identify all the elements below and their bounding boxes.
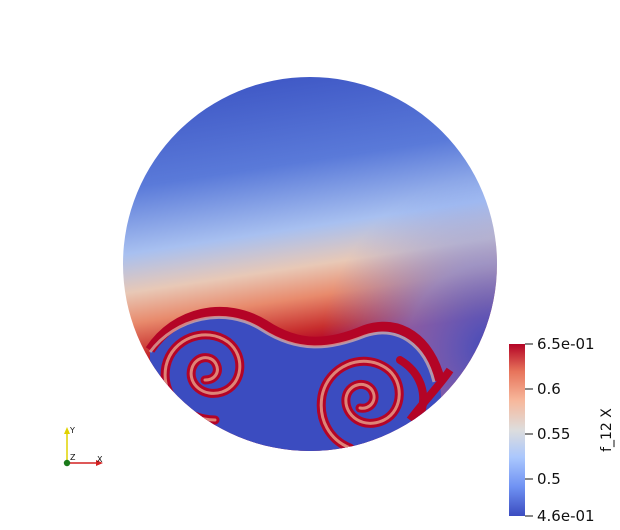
orientation-axes: Y Z X [63,426,103,467]
colorbar-tick-label: 0.55 [537,425,570,443]
field-disk [123,77,497,451]
z-axis-label: Z [70,453,76,462]
colorbar-title: f_12 X [599,408,615,452]
z-axis-dot [63,459,71,467]
colorbar-tick-label: 0.6 [537,380,561,398]
colorbar-tick-label: 0.5 [537,470,561,488]
y-axis-arrow [64,427,70,434]
left-vortex [160,330,245,425]
colorbar: 6.5e-01 0.6 0.55 0.5 4.6e-01 f_12 X [509,335,615,525]
right-vortex [316,356,428,451]
colorbar-gradient [509,344,525,516]
y-axis-label: Y [69,426,75,435]
colorbar-tick-label-min: 4.6e-01 [537,507,595,525]
colorbar-tick-label-max: 6.5e-01 [537,335,595,353]
x-axis-arrow [96,460,103,466]
x-axis-label: X [97,455,103,464]
